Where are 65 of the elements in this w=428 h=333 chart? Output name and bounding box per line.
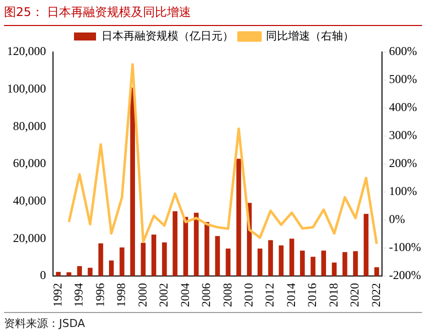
y-tick-label: 100,000 — [7, 81, 46, 96]
x-tick-label: 1992 — [50, 283, 64, 307]
y2-tick-label: 100% — [389, 184, 418, 198]
y2-tick-label: 400% — [389, 100, 418, 114]
x-tick-label: 2000 — [135, 283, 150, 307]
y2-tick-label: 600% — [389, 44, 418, 58]
bar — [353, 251, 358, 276]
bar — [56, 272, 61, 276]
bar — [140, 242, 146, 276]
bar — [204, 222, 210, 276]
y2-tick-label: -100% — [389, 240, 422, 254]
legend-label: 日本再融资规模（亿日元） — [102, 29, 234, 42]
x-tick-label: 2006 — [199, 283, 214, 307]
x-tick-label: 2018 — [326, 283, 340, 307]
y-tick-label: 80,000 — [13, 118, 46, 133]
y-tick-label: 20,000 — [13, 230, 46, 245]
y2-tick-label: 200% — [389, 156, 418, 170]
x-tick-label: 1996 — [92, 283, 107, 307]
bar — [258, 248, 262, 276]
text: 资料来源：JSDA — [4, 312, 422, 331]
bar — [98, 243, 104, 276]
legend-label: 同比增速（右轴） — [266, 29, 354, 42]
bar — [226, 248, 231, 276]
y2-tick-label: 0% — [389, 212, 406, 226]
bar — [310, 256, 316, 276]
bar — [321, 250, 326, 276]
x-tick-label: 2022 — [368, 283, 383, 307]
bar — [364, 214, 368, 276]
x-tick-label: 2016 — [305, 283, 320, 307]
x-tick-label: 2004 — [178, 283, 192, 307]
x-tick-label: 2008 — [220, 283, 234, 307]
bar — [194, 212, 199, 276]
bar — [151, 234, 156, 276]
bar — [77, 266, 82, 276]
y-tick-label: 120,000 — [7, 44, 46, 58]
x-tick-label: 1994 — [72, 283, 86, 307]
x-tick-label: 2020 — [348, 283, 362, 307]
bar — [162, 242, 167, 276]
bar — [332, 262, 337, 276]
bar — [172, 211, 178, 276]
bar — [278, 245, 284, 276]
x-tick-label: 2014 — [284, 283, 298, 307]
bar — [236, 158, 242, 276]
bar — [268, 240, 273, 276]
x-tick-label: 1998 — [114, 283, 128, 307]
bar — [88, 268, 93, 276]
y-tick-label: 60,000 — [13, 156, 46, 170]
y2-tick-label: 500% — [389, 72, 418, 86]
bar — [300, 250, 305, 276]
bar — [374, 267, 380, 276]
bar — [120, 247, 124, 276]
bar — [66, 272, 72, 276]
bar — [130, 87, 135, 276]
x-tick-label: 2002 — [156, 283, 171, 307]
bar — [108, 260, 114, 276]
y2-tick-label: -200% — [389, 268, 422, 282]
y2-tick-label: 300% — [389, 128, 418, 142]
y-tick-label: 0 — [40, 268, 46, 282]
x-tick-label: 2010 — [242, 283, 256, 307]
bar — [215, 236, 220, 276]
bar — [289, 238, 294, 276]
y-tick-label: 40,000 — [13, 193, 46, 208]
chart-title: 图25： 日本再融资规模及同比增速 — [4, 4, 422, 26]
x-tick-label: 2012 — [262, 283, 277, 307]
bar — [342, 252, 348, 276]
